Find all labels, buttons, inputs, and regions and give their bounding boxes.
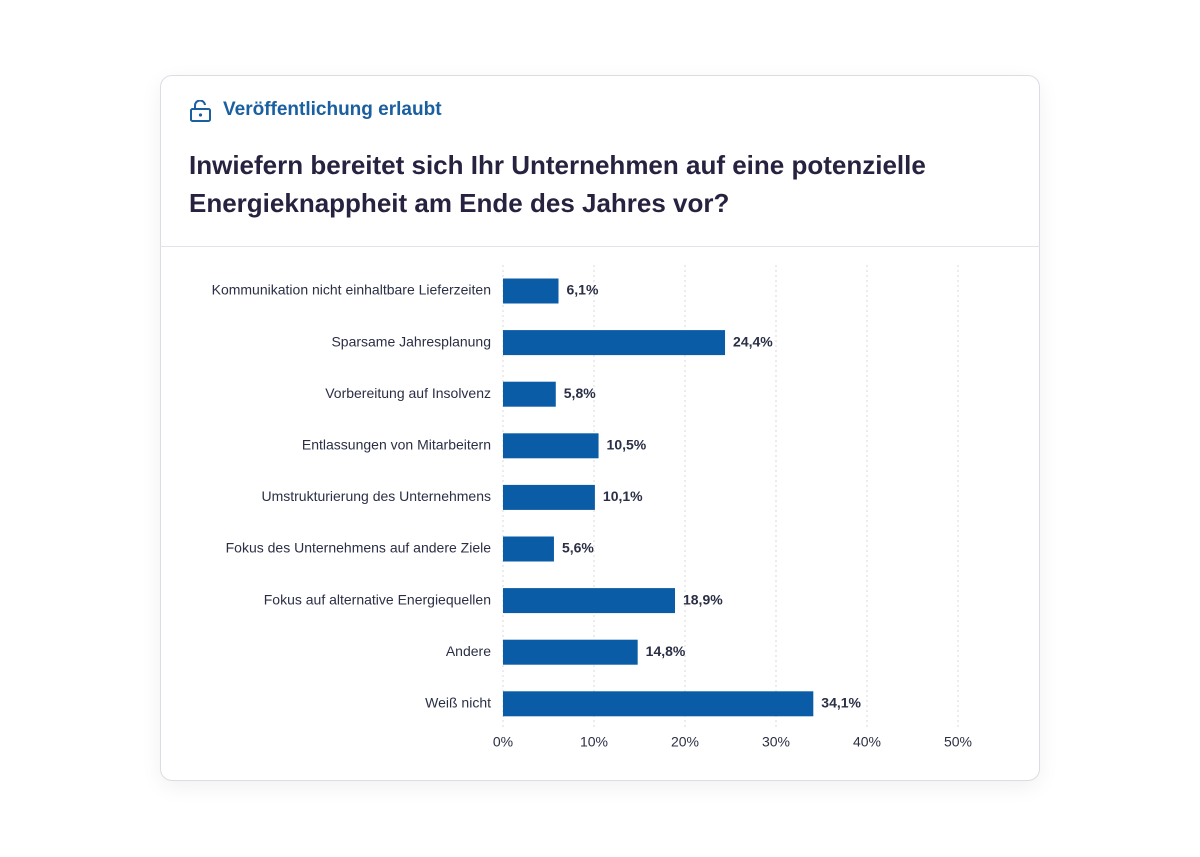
value-label: 6,1% (567, 282, 599, 298)
y-tick-label: Fokus auf alternative Energiequellen (264, 591, 491, 607)
bar (503, 330, 726, 356)
bar (503, 691, 814, 717)
y-tick-label: Fokus des Unternehmens auf andere Ziele (226, 540, 492, 556)
x-tick-label: 30% (762, 734, 790, 750)
value-label: 18,9% (683, 591, 723, 607)
header-label: Veröffentlichung erlaubt (223, 99, 442, 120)
value-label: 14,8% (646, 643, 686, 659)
chart-title: Inwiefern bereitet sich Ihr Unternehmen … (189, 150, 926, 218)
bar (503, 484, 595, 510)
bar (503, 588, 675, 614)
x-tick-label: 10% (580, 734, 608, 750)
x-tick-label: 50% (944, 734, 972, 750)
separator (160, 246, 1040, 247)
value-label: 10,1% (603, 488, 643, 504)
value-label: 34,1% (821, 695, 861, 711)
bar (503, 381, 556, 407)
y-tick-label: Weiß nicht (425, 695, 491, 711)
bar (503, 278, 559, 304)
x-tick-label: 40% (853, 734, 881, 750)
x-tick-label: 0% (493, 734, 513, 750)
y-tick-label: Sparsame Jahresplanung (331, 333, 491, 349)
value-label: 10,5% (607, 437, 647, 453)
x-tick-label: 20% (671, 734, 699, 750)
value-label: 24,4% (733, 333, 773, 349)
bar (503, 433, 599, 459)
value-label: 5,8% (564, 385, 596, 401)
y-tick-label: Umstrukturierung des Unternehmens (261, 488, 491, 504)
value-label: 5,6% (562, 540, 594, 556)
y-tick-label: Entlassungen von Mitarbeitern (302, 437, 491, 453)
bar (503, 639, 638, 665)
lock-icon (190, 100, 211, 122)
bar (503, 536, 554, 562)
y-tick-label: Andere (446, 643, 491, 659)
y-tick-label: Kommunikation nicht einhaltbare Lieferze… (212, 282, 491, 298)
y-tick-label: Vorbereitung auf Insolvenz (325, 385, 491, 401)
